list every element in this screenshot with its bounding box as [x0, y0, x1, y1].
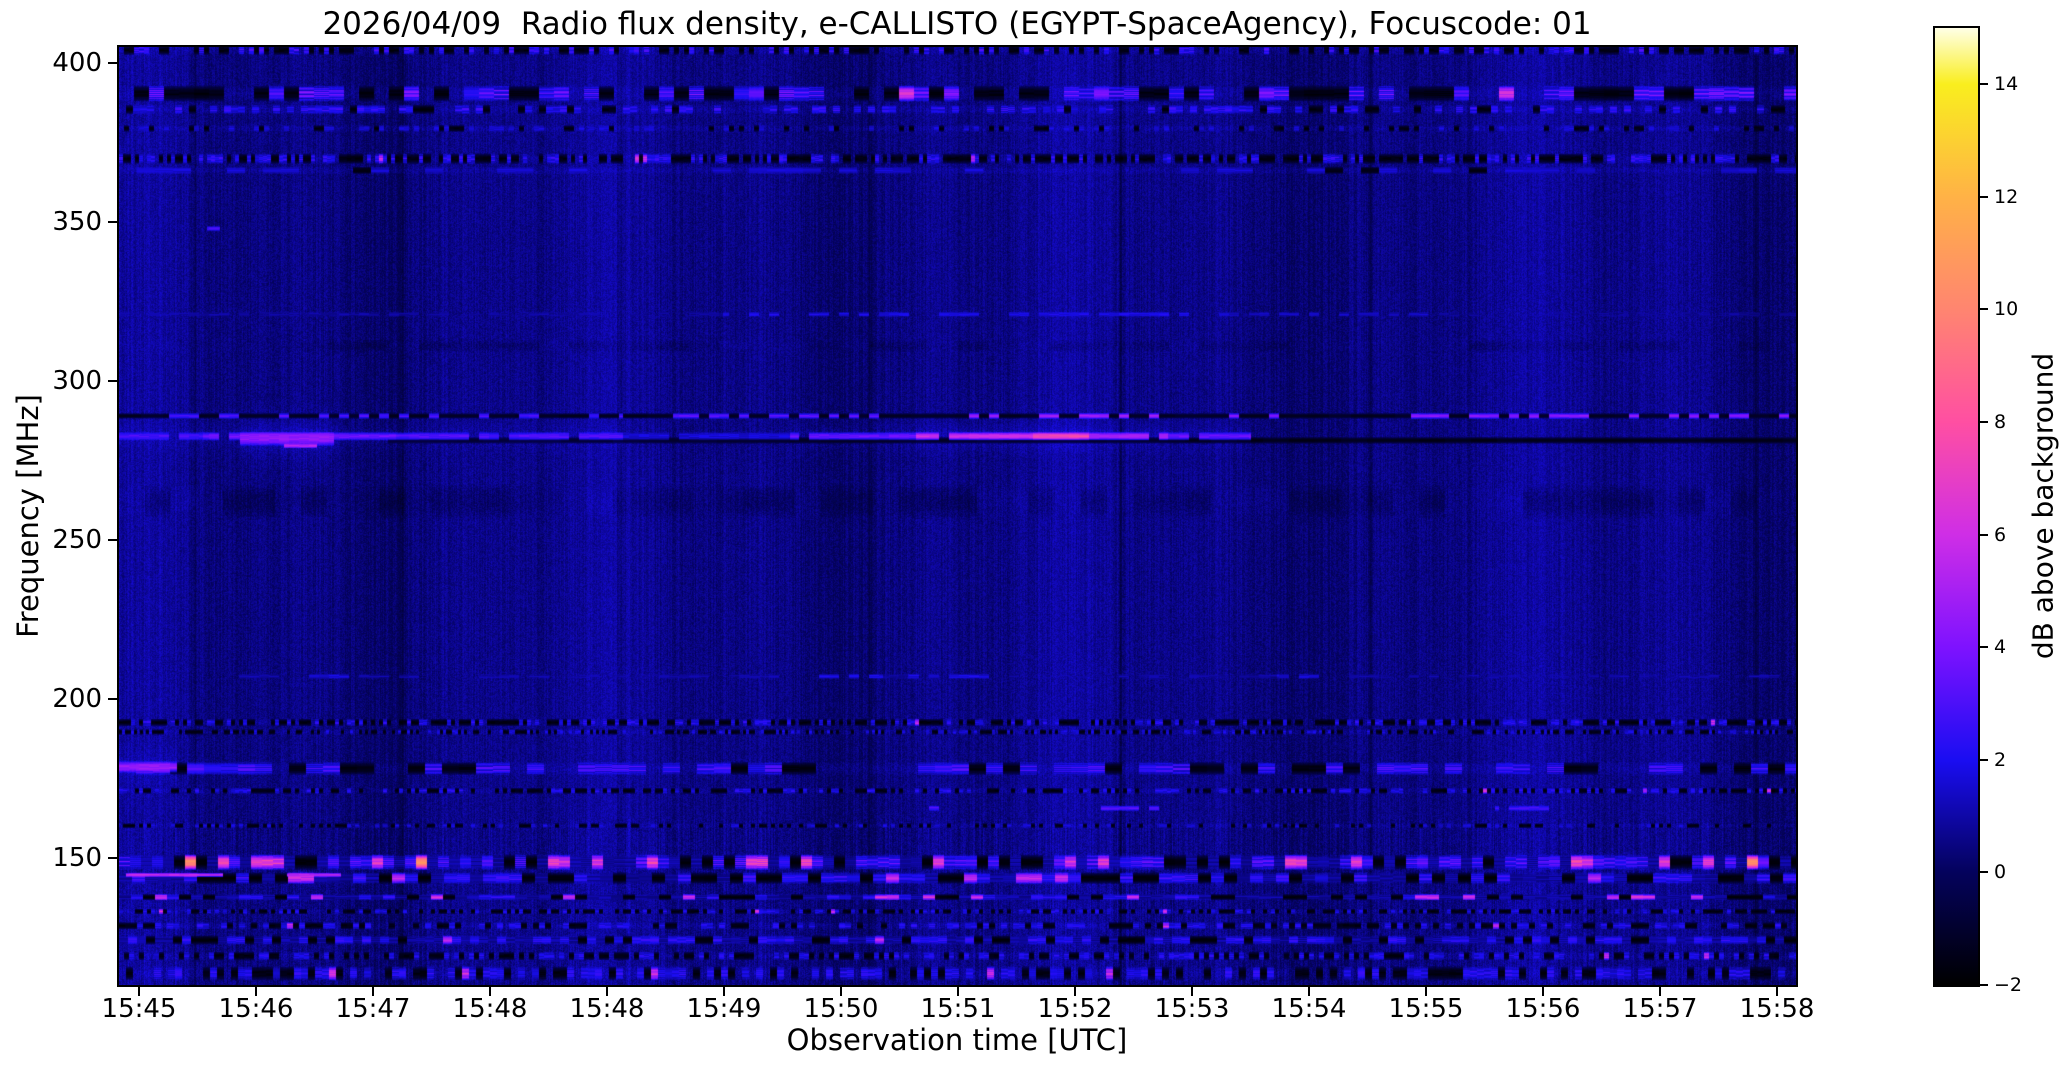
x-tick-mark	[1191, 987, 1193, 996]
colorbar-tick-mark	[1980, 984, 1988, 986]
colorbar-tick-label: 12	[1994, 185, 2019, 208]
x-tick-mark	[372, 987, 374, 996]
y-tick-label: 400	[52, 47, 102, 78]
colorbar-tick-label: 2	[1994, 748, 2007, 771]
y-tick-label: 300	[52, 365, 102, 396]
colorbar-tick-mark	[1980, 308, 1988, 311]
x-tick-label: 15:47	[335, 994, 411, 1024]
x-tick-label: 15:49	[686, 994, 762, 1024]
x-tick-label: 15:54	[1271, 994, 1347, 1024]
x-tick-label: 15:55	[1388, 994, 1464, 1024]
x-tick-label: 15:46	[218, 994, 294, 1024]
x-tick-mark	[1425, 987, 1427, 996]
colorbar-gradient	[1933, 26, 1980, 987]
x-tick-label: 15:52	[1037, 994, 1113, 1024]
x-tick-label: 15:58	[1739, 994, 1815, 1024]
y-tick-mark	[108, 697, 117, 700]
x-tick-mark	[255, 987, 257, 996]
plot-area	[117, 45, 1798, 987]
x-tick-mark	[138, 987, 140, 996]
x-tick-mark	[1776, 987, 1778, 996]
x-tick-mark	[840, 987, 842, 996]
x-tick-mark	[957, 987, 959, 996]
x-tick-label: 15:48	[569, 994, 645, 1024]
x-tick-mark	[1659, 987, 1661, 996]
page-title: 2026/04/09 Radio flux density, e-CALLIST…	[322, 6, 1592, 42]
y-tick-label: 150	[52, 842, 102, 873]
x-tick-mark	[723, 987, 725, 996]
colorbar-tick-mark	[1980, 758, 1988, 761]
colorbar-tick-mark	[1980, 646, 1988, 649]
colorbar-tick-mark	[1980, 83, 1988, 86]
y-tick-mark	[108, 61, 117, 64]
y-tick-mark	[108, 379, 117, 382]
x-tick-mark	[1308, 987, 1310, 996]
y-tick-mark	[108, 538, 117, 541]
colorbar-tick-mark	[1980, 533, 1988, 536]
x-tick-label: 15:53	[1154, 994, 1230, 1024]
x-tick-mark	[1074, 987, 1076, 996]
colorbar-tick-label: 0	[1994, 861, 2007, 884]
x-axis-label: Observation time [UTC]	[786, 1023, 1128, 1057]
colorbar-tick-label: 14	[1994, 73, 2019, 96]
colorbar-tick-label: 10	[1994, 298, 2019, 321]
x-tick-label: 15:50	[803, 994, 879, 1024]
colorbar-tick-mark	[1980, 871, 1988, 874]
colorbar-tick-label: 8	[1994, 411, 2007, 434]
y-tick-label: 200	[52, 683, 102, 714]
y-tick-mark	[108, 220, 117, 223]
spectrogram-heatmap	[119, 47, 1796, 985]
colorbar-tick-mark	[1980, 195, 1988, 198]
x-tick-mark	[489, 987, 491, 996]
y-axis-label: Frequency [MHz]	[11, 394, 45, 638]
y-tick-mark	[108, 856, 117, 859]
colorbar-label: dB above background	[2026, 352, 2060, 660]
colorbar-tick-mark	[1980, 421, 1988, 424]
x-tick-label: 15:45	[101, 994, 177, 1024]
x-tick-label: 15:57	[1622, 994, 1698, 1024]
x-tick-label: 15:51	[920, 994, 996, 1024]
y-tick-label: 250	[52, 524, 102, 555]
x-tick-label: 15:48	[452, 994, 528, 1024]
x-tick-mark	[606, 987, 608, 996]
y-tick-label: 350	[52, 206, 102, 237]
x-tick-label: 15:56	[1505, 994, 1581, 1024]
colorbar-tick-label: −2	[1994, 974, 2023, 996]
colorbar-tick-label: 4	[1994, 636, 2007, 659]
x-tick-mark	[1542, 987, 1544, 996]
colorbar-tick-label: 6	[1994, 523, 2007, 546]
